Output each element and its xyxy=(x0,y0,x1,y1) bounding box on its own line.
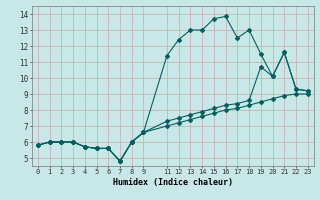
X-axis label: Humidex (Indice chaleur): Humidex (Indice chaleur) xyxy=(113,178,233,187)
